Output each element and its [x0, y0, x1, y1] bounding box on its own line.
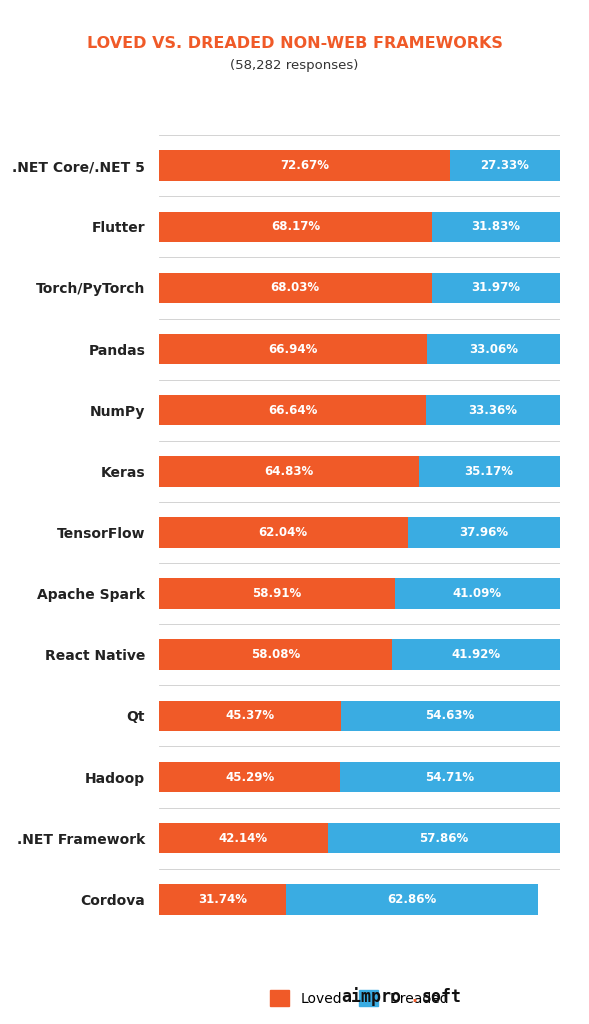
Text: 35.17%: 35.17% [465, 465, 514, 478]
Text: 33.06%: 33.06% [469, 343, 518, 355]
Bar [159, 700, 341, 731]
Text: 72.67%: 72.67% [280, 159, 329, 172]
Text: 62.86%: 62.86% [388, 893, 436, 906]
Bar [159, 579, 395, 609]
Bar [159, 639, 392, 670]
Text: 37.96%: 37.96% [459, 526, 508, 539]
Text: 58.08%: 58.08% [251, 648, 300, 662]
Bar [408, 517, 560, 548]
Bar [159, 395, 426, 426]
Bar [340, 762, 560, 793]
Bar [159, 334, 427, 365]
Text: 62.04%: 62.04% [259, 526, 308, 539]
Bar [427, 334, 560, 365]
Text: (58,282 responses): (58,282 responses) [230, 59, 359, 73]
Text: 68.03%: 68.03% [271, 282, 320, 295]
Text: 54.63%: 54.63% [425, 710, 475, 722]
Bar [432, 212, 560, 242]
Text: 33.36%: 33.36% [468, 403, 517, 417]
Bar [159, 212, 432, 242]
Text: 27.33%: 27.33% [481, 159, 530, 172]
Text: 45.37%: 45.37% [226, 710, 274, 722]
Text: aimpro: aimpro [342, 986, 402, 1006]
Bar [159, 884, 286, 914]
Bar [159, 762, 340, 793]
Bar [286, 884, 538, 914]
Bar [392, 639, 560, 670]
Bar [450, 151, 560, 181]
Text: .: . [409, 987, 419, 1006]
Text: 66.64%: 66.64% [268, 403, 317, 417]
Text: 42.14%: 42.14% [219, 831, 268, 845]
Bar [426, 395, 560, 426]
Text: 31.83%: 31.83% [471, 220, 520, 233]
Text: 31.74%: 31.74% [198, 893, 247, 906]
Text: 31.97%: 31.97% [471, 282, 520, 295]
Text: 41.92%: 41.92% [451, 648, 500, 662]
Bar [159, 517, 408, 548]
Bar [419, 456, 560, 486]
Bar [159, 823, 328, 853]
Text: 57.86%: 57.86% [419, 831, 468, 845]
Text: 54.71%: 54.71% [425, 770, 475, 783]
Text: 58.91%: 58.91% [252, 587, 302, 600]
Bar [159, 456, 419, 486]
Text: 68.17%: 68.17% [271, 220, 320, 233]
Text: 41.09%: 41.09% [453, 587, 502, 600]
Text: 64.83%: 64.83% [264, 465, 313, 478]
Bar [341, 700, 560, 731]
Text: 45.29%: 45.29% [225, 770, 274, 783]
Bar [432, 272, 560, 303]
Bar [159, 151, 450, 181]
Bar [159, 272, 432, 303]
Bar [328, 823, 560, 853]
Text: 66.94%: 66.94% [269, 343, 318, 355]
Bar [395, 579, 560, 609]
Text: LOVED VS. DREADED NON-WEB FRAMEWORKS: LOVED VS. DREADED NON-WEB FRAMEWORKS [87, 36, 502, 51]
Legend: Loved, Dreaded: Loved, Dreaded [263, 983, 456, 1013]
Text: soft: soft [421, 987, 461, 1006]
